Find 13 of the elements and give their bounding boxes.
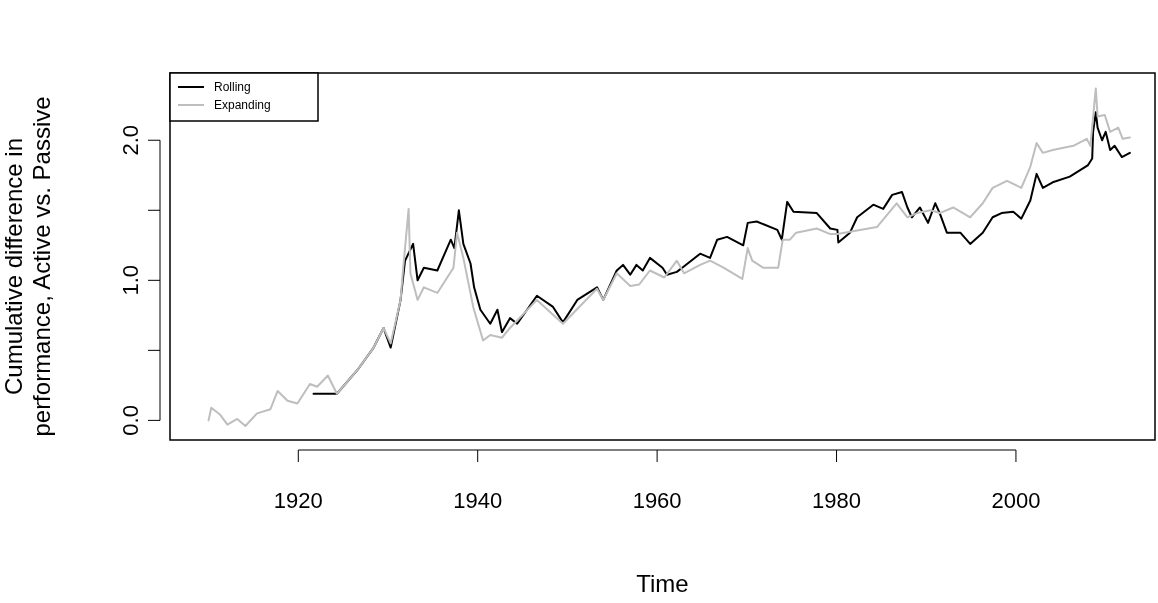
x-axis-title: Time [636,570,689,597]
y-tick-label: 1.0 [118,265,143,296]
line-series [312,111,1131,395]
y-tick-label: 0.0 [118,405,143,436]
legend-label: Expanding [214,98,271,112]
x-tick-label: 1960 [632,488,682,513]
x-tick-label: 1980 [812,488,862,513]
y-tick-label: 2.0 [118,124,143,156]
x-tick-label: 2000 [991,488,1041,513]
y-axis-title: Cumulative difference in performance, Active vs. Passive [0,96,55,437]
x-tick-label: 1940 [453,488,503,513]
legend-label: Rolling [214,80,251,94]
x-tick-label: 1920 [273,488,323,513]
